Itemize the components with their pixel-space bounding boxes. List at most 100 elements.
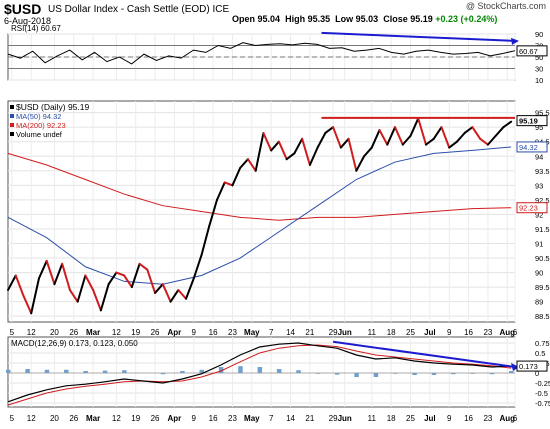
legend-swatch <box>10 123 14 127</box>
price-segment <box>45 259 56 286</box>
y-tick-label: 0 <box>535 369 539 378</box>
price-segment <box>37 259 48 280</box>
x-tick-label: 5 <box>10 414 15 423</box>
price-segment <box>486 134 497 146</box>
x-tick-label: 26 <box>69 328 78 337</box>
price-segment <box>285 152 296 161</box>
price-segment <box>68 289 79 303</box>
macd-last-value: 0.173 <box>519 362 538 371</box>
x-tick-label: May <box>244 414 260 423</box>
price-segment <box>123 274 133 289</box>
macd-histogram-bar <box>102 370 108 373</box>
macd-histogram-bar <box>451 373 456 375</box>
price-segment <box>185 277 195 300</box>
last-value-label: 94.32 <box>519 143 538 152</box>
price-segment <box>386 126 397 146</box>
price-segment <box>332 126 342 149</box>
x-tick-label: 12 <box>27 414 36 423</box>
price-segment <box>76 274 87 303</box>
last-value-box <box>516 141 548 153</box>
exchange-label: ICE <box>212 4 230 15</box>
price-segment <box>432 126 443 140</box>
price-segment <box>7 274 17 292</box>
legend-swatch <box>10 132 14 136</box>
price-segment <box>22 294 33 315</box>
x-tick-label: Mar <box>86 328 100 337</box>
legend-swatch <box>10 114 14 118</box>
x-tick-label: 7 <box>269 414 274 423</box>
macd-histogram-bar <box>64 369 69 373</box>
x-tick-label: 18 <box>387 328 396 337</box>
macd-trendline-arrowhead <box>511 363 519 371</box>
x-tick-label: 26 <box>151 328 160 337</box>
price-segment <box>355 155 366 172</box>
price-segment <box>223 181 234 187</box>
x-tick-label: Jun <box>338 414 352 423</box>
price-segment <box>215 181 226 201</box>
price-segment <box>92 289 102 312</box>
macd-histogram-bar <box>238 366 243 373</box>
x-tick-label: 12 <box>112 414 121 423</box>
price-segment <box>53 262 64 286</box>
x-tick-label: 25 <box>406 328 415 337</box>
price-segment <box>401 134 412 146</box>
open-label: Open <box>232 14 256 24</box>
x-tick-label: 6 <box>513 328 518 337</box>
rsi-last-value-box <box>516 45 548 57</box>
legend-swatch <box>10 105 14 109</box>
x-tick-label: 29 <box>329 414 338 423</box>
chart-header: $USD US Dollar Index - Cash Settle (EOD)… <box>0 0 550 26</box>
x-tick-label: Jul <box>424 328 436 337</box>
price-segment <box>161 283 172 303</box>
price-segment <box>463 126 474 134</box>
x-tick-label: 26 <box>69 414 78 423</box>
y-tick-label: 92.5 <box>535 196 550 205</box>
macd-histogram-bar <box>180 371 185 373</box>
x-tick-label: Aug <box>499 414 515 423</box>
x-tick-label: 9 <box>192 414 197 423</box>
x-tick-label: 20 <box>50 328 59 337</box>
x-tick-label: 14 <box>286 328 295 337</box>
price-segment <box>448 140 458 149</box>
price-legend-entry: MA(200) 92.23 <box>16 121 66 130</box>
price-segment <box>192 254 203 280</box>
instrument-title: US Dollar Index - Cash Settle (EOD) <box>48 4 210 15</box>
y-tick-label: -0.75 <box>535 399 550 408</box>
low-label: Low <box>335 14 354 24</box>
macd-histogram-bar <box>83 371 88 373</box>
macd-legend: MACD(12,26,9) 0.173, 0.123, 0.050 <box>11 339 138 348</box>
price-segment <box>99 283 110 312</box>
y-tick-label: 90 <box>535 30 543 39</box>
y-tick-label: 10 <box>535 76 543 85</box>
price-segment <box>169 289 180 303</box>
price-legend-entry: Volume undef <box>16 130 63 139</box>
y-tick-label: 30 <box>535 65 543 74</box>
price-segment <box>308 146 319 166</box>
rsi-trendline-arrowhead <box>511 37 519 45</box>
macd-histogram-bar <box>6 369 11 373</box>
ohlc-readout: Open 95.04 High 95.35 Low 95.03 Close 95… <box>232 14 497 24</box>
x-tick-label: 11 <box>368 328 377 337</box>
y-tick-label: 89 <box>535 298 543 307</box>
last-value-label: 92.23 <box>519 204 538 213</box>
x-tick-label: 19 <box>131 414 140 423</box>
x-tick-label: 16 <box>464 328 473 337</box>
y-tick-label: 90.5 <box>535 254 550 263</box>
y-tick-label: -0.25 <box>535 379 550 388</box>
price-segment <box>394 126 404 146</box>
macd-histogram-bar <box>373 373 379 377</box>
last-value-box <box>516 202 548 214</box>
price-segment <box>378 129 389 146</box>
price-segment <box>200 225 211 257</box>
x-tick-label: 16 <box>464 414 473 423</box>
price-segment <box>231 166 242 187</box>
price-segment <box>138 262 149 271</box>
rsi-legend: RSI(14) 60.67 <box>11 24 61 33</box>
macd-histogram-bar <box>354 373 359 377</box>
x-tick-label: 21 <box>305 414 314 423</box>
x-tick-label: Jun <box>338 328 352 337</box>
price-segment <box>154 283 164 294</box>
y-tick-label: 88.5 <box>535 312 550 321</box>
macd-histogram-bar <box>334 373 340 375</box>
high-value: 95.35 <box>307 14 331 24</box>
